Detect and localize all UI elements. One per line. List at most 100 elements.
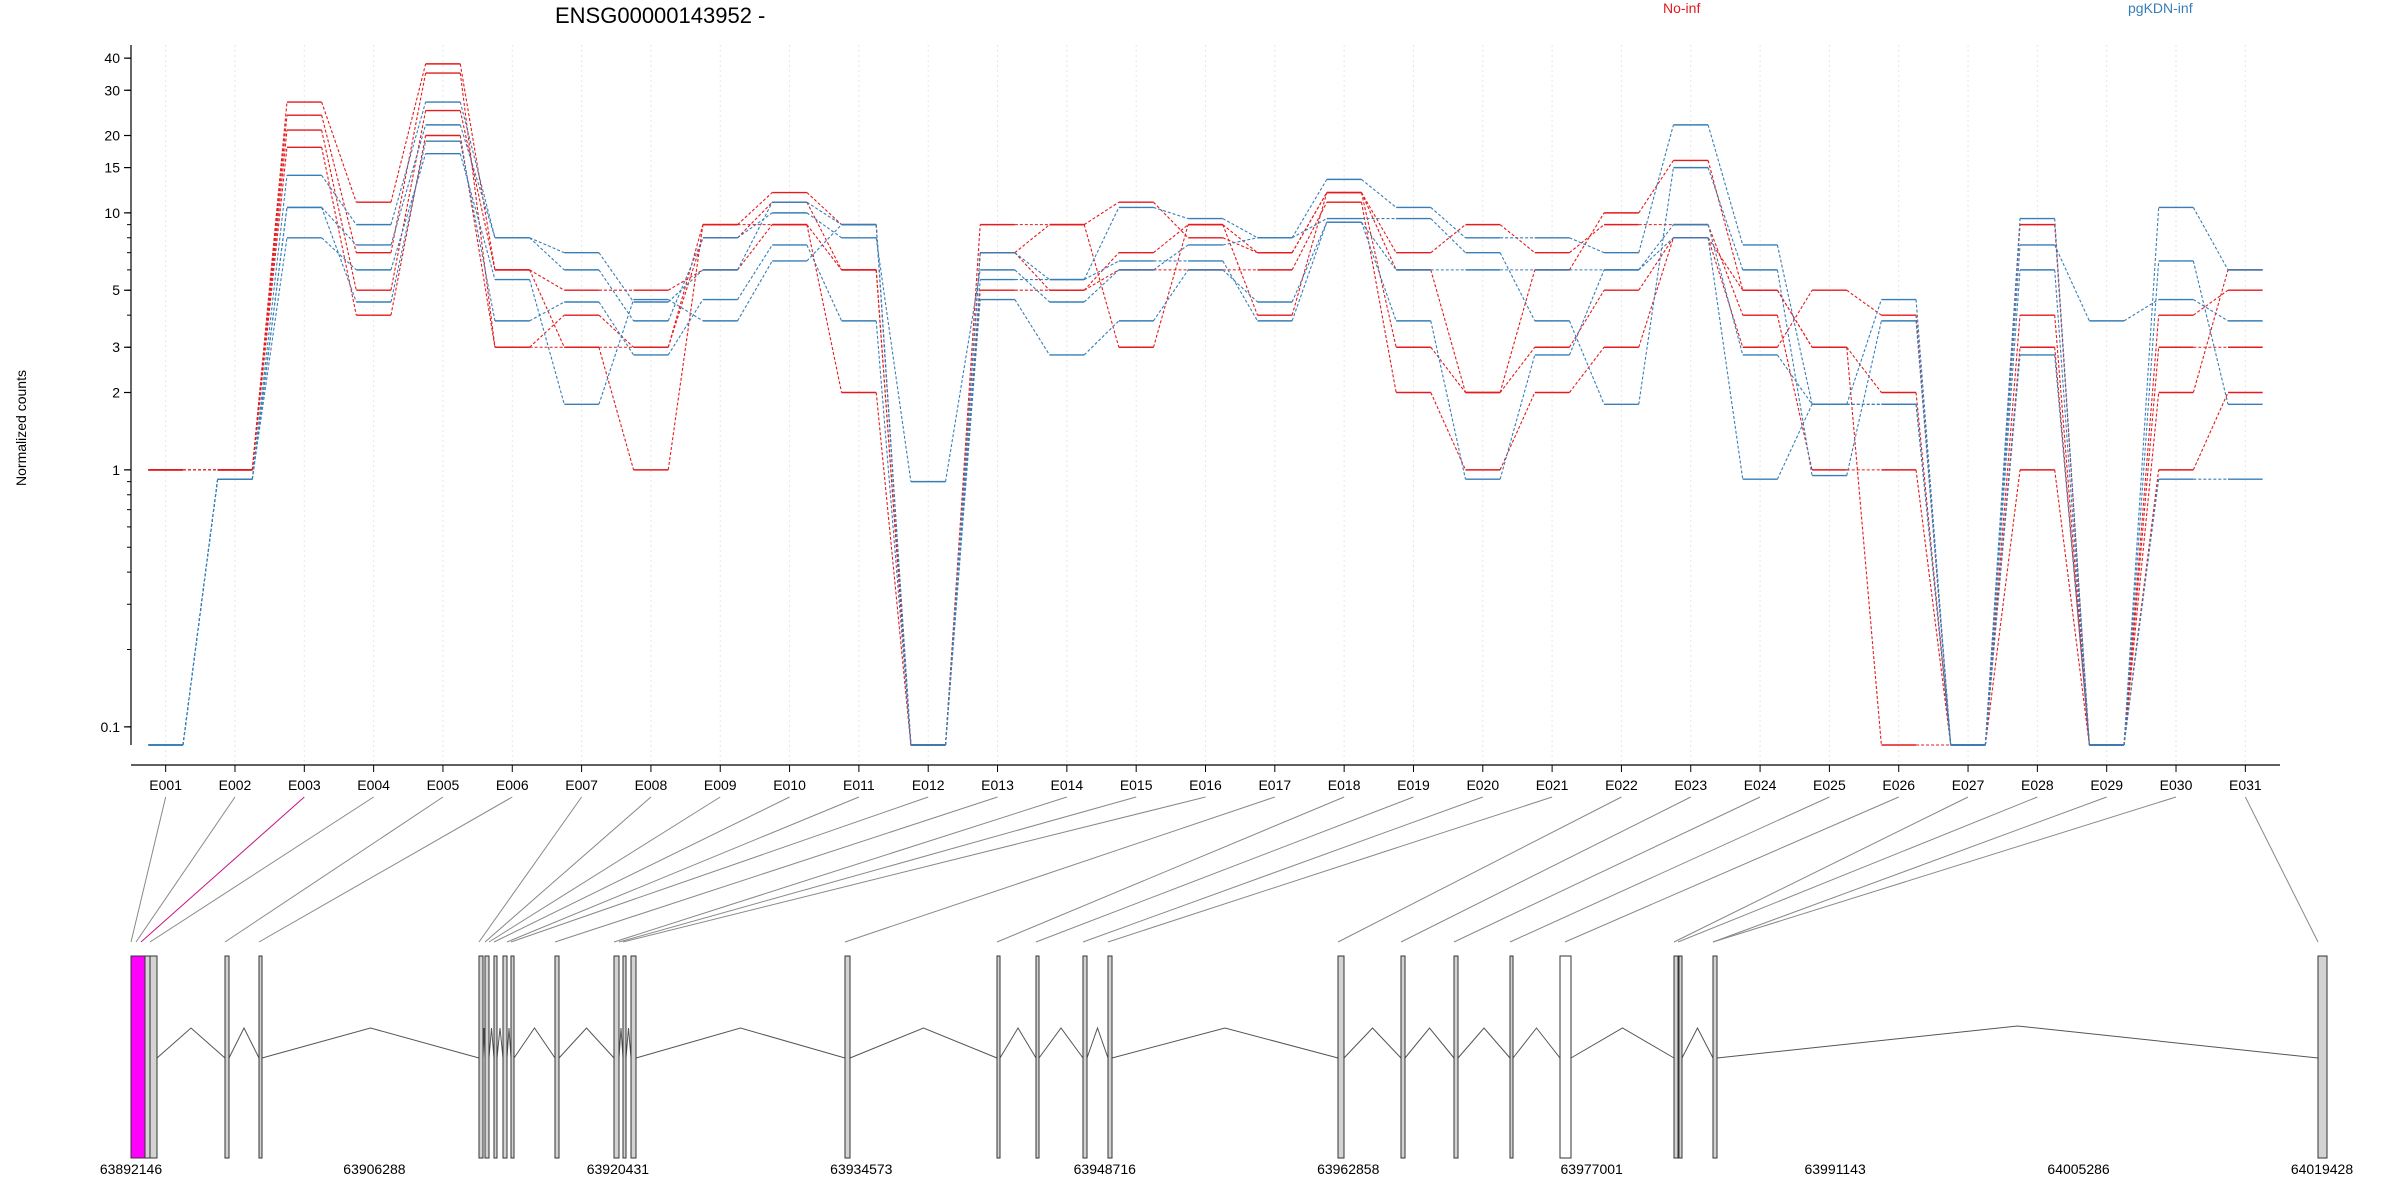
exon-connector <box>1564 796 1899 943</box>
x-tick-label: E022 <box>1605 777 1638 793</box>
exon-connector <box>613 796 1068 943</box>
coordinate-label: 63920431 <box>587 1161 650 1177</box>
intron <box>558 1027 615 1059</box>
exon-block <box>2317 955 2328 1159</box>
exon-block <box>144 955 151 1159</box>
data-connector <box>529 314 565 348</box>
coordinate-label: 64019428 <box>2291 1161 2354 1177</box>
exon-block <box>130 955 146 1159</box>
exon-connector <box>1673 796 1969 943</box>
data-connector <box>1915 469 1952 746</box>
data-connector <box>182 479 219 746</box>
data-connector <box>251 115 288 470</box>
series-7 <box>148 140 2263 746</box>
x-tick-label: E015 <box>1120 777 1153 793</box>
exon-block <box>844 955 851 1159</box>
grid-lines <box>165 45 2246 765</box>
data-connector <box>1083 252 1120 291</box>
data-connector <box>806 244 843 322</box>
data-connector <box>251 237 288 480</box>
data-connector <box>1222 260 1258 322</box>
data-connector <box>667 299 704 356</box>
data-connector <box>1568 269 1605 356</box>
intron <box>1570 1027 1675 1059</box>
data-connector <box>1569 237 1605 254</box>
intron <box>1343 1027 1402 1059</box>
data-connector <box>1984 315 2021 746</box>
data-connector <box>1776 289 1813 348</box>
data-connector <box>1291 192 1328 253</box>
x-axis: E001 E002 E003 E004 E005 E006 E007 E008 E009 E010… <box>131 764 2280 793</box>
data-connector <box>667 224 704 348</box>
data-connector <box>1499 346 1536 393</box>
exon-block <box>1559 955 1572 1159</box>
x-tick-label: E026 <box>1882 777 1915 793</box>
data-connector <box>875 237 912 482</box>
data-connector <box>251 147 288 470</box>
data-connector <box>2192 207 2229 271</box>
data-connector <box>1014 269 1050 303</box>
y-tick-label: 2 <box>112 385 120 401</box>
data-connector <box>2193 289 2229 316</box>
x-tick-label: E004 <box>357 777 390 793</box>
x-tick-label: E014 <box>1051 777 1084 793</box>
data-connector <box>1153 201 1189 239</box>
data-connector <box>1014 299 1050 356</box>
y-tick-label: 1 <box>112 462 120 478</box>
data-connector <box>1707 224 1744 316</box>
data-connector <box>459 153 496 280</box>
data-connector <box>1222 218 1258 239</box>
data-connector <box>1638 237 1674 348</box>
x-tick-label: E030 <box>2160 777 2193 793</box>
x-tick-label: E016 <box>1189 777 1222 793</box>
exon-connector <box>258 796 513 943</box>
exon-connector <box>493 796 790 943</box>
data-connector <box>1707 160 1744 291</box>
data-connector <box>2123 315 2160 746</box>
data-connector <box>1776 404 1813 480</box>
data-connector <box>737 260 773 322</box>
data-connector <box>1776 269 1813 476</box>
data-connector <box>1430 224 1466 254</box>
y-tick-label: 5 <box>112 282 120 298</box>
intron <box>1086 1026 1109 1059</box>
data-connector <box>1638 237 1674 271</box>
intron <box>618 1027 624 1059</box>
data-connector <box>1222 224 1259 316</box>
data-connector <box>2123 479 2160 746</box>
data-connector <box>390 72 427 253</box>
data-connector <box>390 110 427 291</box>
exon-connector <box>1509 796 1830 943</box>
data-connector <box>598 301 635 356</box>
data-connector <box>598 314 634 348</box>
data-connector <box>875 320 912 746</box>
exon-connector <box>618 796 1137 943</box>
data-connector <box>875 392 912 746</box>
exon-connector <box>1107 796 1553 943</box>
data-connector <box>1152 224 1189 348</box>
intron <box>625 1027 632 1059</box>
data-connector <box>1360 192 1397 253</box>
exon-block <box>258 955 263 1159</box>
data-connector <box>1707 167 1744 271</box>
data-connector <box>806 212 842 239</box>
data-connector <box>1153 269 1189 322</box>
exon-block <box>630 955 637 1159</box>
x-tick-label: E029 <box>2090 777 2123 793</box>
exon-connector <box>1712 796 2107 943</box>
x-tick-label: E020 <box>1466 777 1499 793</box>
exon-block <box>1035 955 1040 1159</box>
exon-connector <box>506 796 860 943</box>
data-connector <box>1638 160 1674 214</box>
x-tick-label: E023 <box>1674 777 1707 793</box>
data-connector <box>2123 207 2160 746</box>
y-tick-label: 40 <box>104 50 120 66</box>
data-connector <box>459 110 496 271</box>
data-connector <box>944 279 981 746</box>
data-connector <box>1846 347 1882 746</box>
x-tick-label: E021 <box>1536 777 1569 793</box>
data-connector <box>1014 252 1050 281</box>
data-connector <box>2054 244 2090 322</box>
y-tick-label: 30 <box>104 82 120 98</box>
exon-connector <box>149 796 374 943</box>
